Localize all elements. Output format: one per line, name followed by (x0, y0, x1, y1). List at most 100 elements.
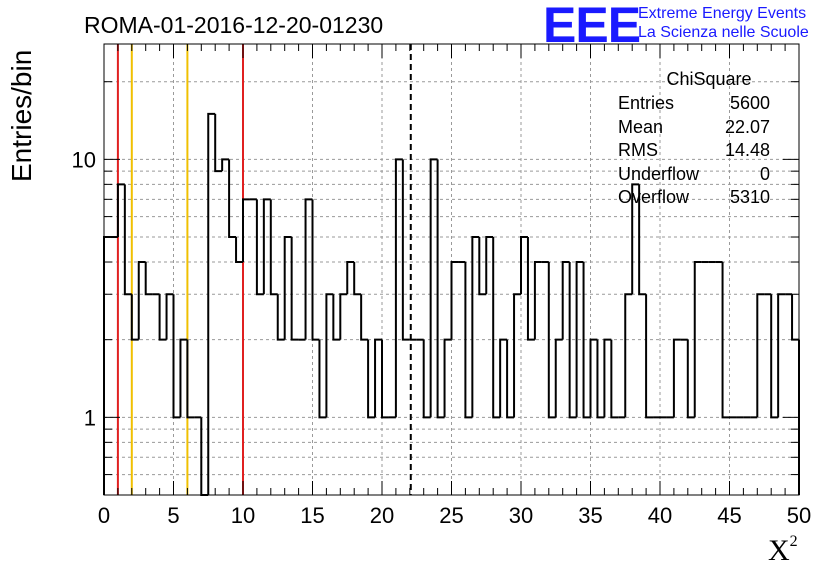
histogram-bin (116, 183, 125, 238)
histogram-bin (242, 198, 250, 263)
histogram-bin (381, 339, 389, 419)
x-tick-label: 30 (509, 503, 533, 528)
histogram-bin (186, 339, 195, 419)
stats-key: Overflow (618, 187, 690, 207)
vertical-reference-lines (116, 44, 412, 495)
histogram-bin (207, 112, 216, 495)
histogram-bin (367, 339, 376, 419)
histogram-bin (631, 183, 640, 295)
histogram-bin (589, 338, 598, 418)
y-tick-label: 10 (72, 147, 96, 172)
logo-subtitle-2: La Scienza nelle Scuole (638, 24, 809, 41)
x-tick-label: 15 (300, 503, 324, 528)
histogram-bin (346, 261, 355, 295)
histogram-bin (269, 199, 278, 296)
x-tick-label: 35 (578, 503, 602, 528)
histogram-bin (401, 159, 410, 341)
stats-row-underflow: Underflow 0 (612, 163, 806, 187)
histogram-bin (165, 293, 174, 340)
histogram-bin (561, 261, 570, 340)
histogram-bin (144, 262, 153, 296)
x-axis-label-sup: 2 (789, 533, 798, 550)
histogram-bin (464, 262, 473, 419)
histogram-bin (374, 338, 382, 418)
histogram-bin (520, 236, 528, 295)
stats-value: 5310 (729, 187, 770, 207)
histogram-bin (339, 293, 348, 340)
histogram-bin (318, 339, 327, 419)
histogram-bin (103, 236, 111, 495)
histogram-bin (492, 237, 501, 419)
x-axis-label-main: X (768, 534, 790, 567)
histogram-bin (214, 113, 223, 173)
histogram-bin (422, 339, 431, 419)
stats-key: Mean (618, 116, 664, 137)
histogram-bin (123, 184, 132, 296)
x-tick-label: 0 (98, 503, 110, 528)
histogram-bin (137, 261, 146, 340)
x-axis-label: X2 (768, 533, 798, 568)
x-tick-label: 10 (231, 503, 255, 528)
histogram-bin (443, 338, 452, 418)
chart-title: ROMA-01-2016-12-20-01230 (84, 12, 384, 38)
histogram-bin (672, 338, 681, 418)
histogram-bin (471, 236, 480, 418)
histogram-bin (276, 294, 285, 341)
histogram-bin (638, 184, 647, 296)
histogram-bin (478, 237, 487, 296)
axes (103, 43, 800, 496)
histogram-bin (436, 159, 445, 419)
x-tick-label: 45 (717, 503, 741, 528)
histogram-bin (429, 158, 438, 418)
histogram-bin (693, 261, 702, 418)
stats-row-entries: Entries 5600 (612, 92, 806, 116)
histogram-bin (394, 158, 403, 418)
histogram-bin (158, 294, 167, 341)
histogram-bin (255, 199, 264, 296)
eee-logo: EEE (543, 0, 641, 53)
histogram-bin (325, 293, 334, 418)
stats-row-overflow: Overflow 5310 (612, 186, 806, 210)
x-tick-label: 25 (439, 503, 463, 528)
histogram-bin (513, 293, 521, 418)
x-tick-label: 5 (167, 503, 179, 528)
histogram-bin (499, 338, 508, 418)
tick-labels: 0 5 10 15 20 25 30 35 40 45 50 1 10 (72, 147, 812, 528)
histogram-bin (721, 262, 730, 419)
histogram-bin (596, 339, 605, 419)
histogram-bin (485, 236, 494, 295)
histogram-bin (568, 262, 577, 419)
stats-title: ChiSquare (666, 69, 752, 89)
y-axis-label: Entries/bin (6, 49, 37, 182)
stats-row-mean: Mean 22.07 (612, 116, 806, 140)
histogram-bin (228, 159, 237, 239)
histogram-bin (179, 338, 188, 418)
histogram-bin (172, 294, 181, 419)
histogram-bin (554, 338, 563, 418)
histogram-bin (311, 199, 320, 341)
x-tick-label: 50 (787, 503, 811, 528)
histogram-bin (547, 262, 556, 419)
histogram-bin (360, 294, 369, 341)
histogram-bin (526, 237, 535, 341)
stats-box: ChiSquare Entries 5600 Mean 22.07 RMS 14… (612, 66, 806, 210)
histogram-bin (582, 262, 591, 419)
histogram-bin (686, 339, 695, 419)
stats-value: 0 (759, 163, 770, 184)
histogram-bin (777, 293, 786, 418)
histogram-bin (791, 294, 799, 341)
stats-row-rms: RMS 14.48 (612, 139, 806, 163)
histogram-bin (130, 294, 139, 341)
histogram-bin (506, 339, 515, 419)
histogram-bin (450, 261, 459, 340)
histogram-bin (262, 198, 271, 295)
histogram-bin (756, 293, 765, 418)
histogram-bin (221, 158, 230, 172)
histogram-bin (770, 294, 779, 419)
histogram-bin (332, 294, 341, 341)
stats-key: Underflow (618, 163, 700, 184)
stats-key: RMS (618, 140, 658, 160)
histogram-bin (645, 294, 654, 419)
stats-value: 14.48 (724, 140, 770, 160)
